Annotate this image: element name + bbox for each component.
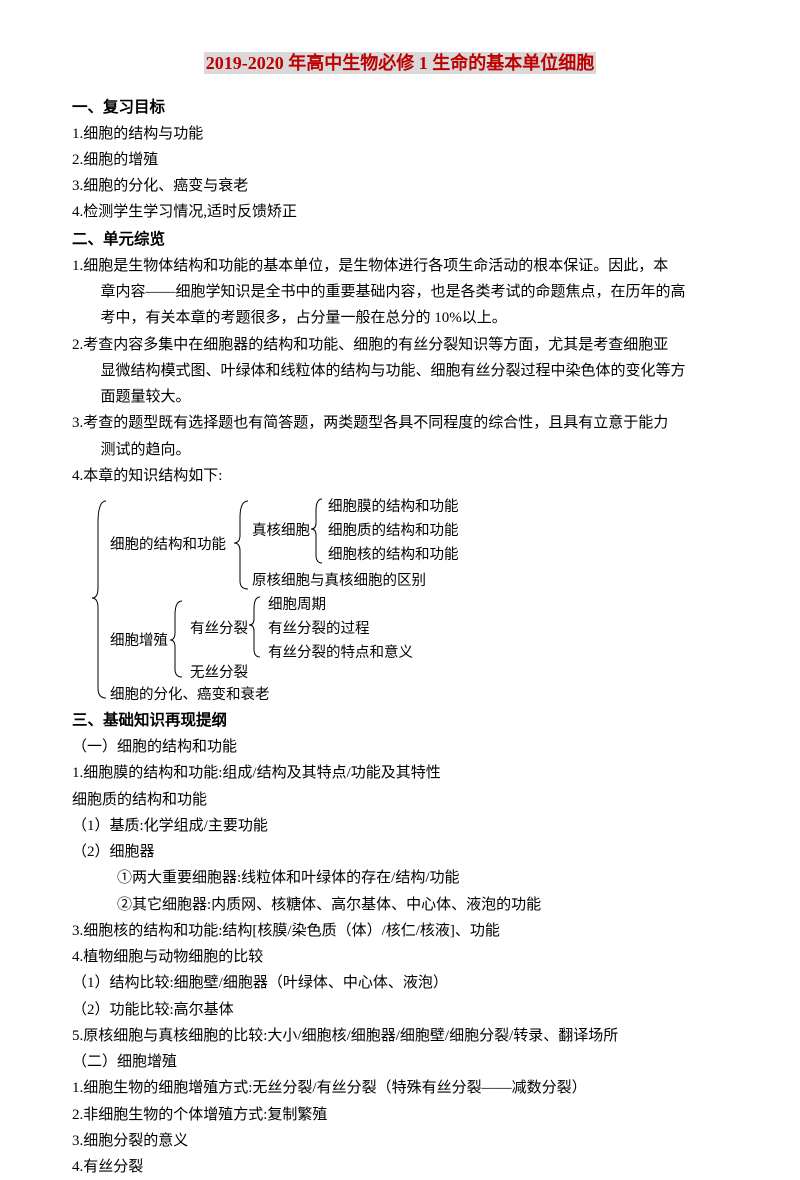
s2-p4: 4.本章的知识结构如下: bbox=[72, 463, 728, 489]
s3-m1: 1.细胞生物的细胞增殖方式:无丝分裂/有丝分裂（特殊有丝分裂——减数分裂） bbox=[72, 1075, 728, 1101]
s2-p1: 1.细胞是生物体结构和功能的基本单位，是生物体进行各项生命活动的根本保证。因此，… bbox=[72, 253, 728, 279]
tree-r2a: 有丝分裂 bbox=[190, 617, 248, 642]
s3-sub2: （二）细胞增殖 bbox=[72, 1049, 728, 1075]
s2-p2: 2.考查内容多集中在细胞器的结构和功能、细胞的有丝分裂知识等方面，尤其是考查细胞… bbox=[72, 332, 728, 358]
s3-l1: 1.细胞膜的结构和功能:组成/结构及其特点/功能及其特性 bbox=[72, 760, 728, 786]
s2-p1: 章内容——细胞学知识是全书中的重要基础内容，也是各类考试的命题焦点，在历年的高 bbox=[72, 279, 728, 305]
s3-l2b1: ①两大重要细胞器:线粒体和叶绿体的存在/结构/功能 bbox=[72, 865, 728, 891]
s3-m4: 4.有丝分裂 bbox=[72, 1154, 728, 1180]
tree-r2b: 无丝分裂 bbox=[190, 661, 248, 686]
s3-sub1: （一）细胞的结构和功能 bbox=[72, 734, 728, 760]
s3-l3: 3.细胞核的结构和功能:结构[核膜/染色质（体）/核仁/核液]、功能 bbox=[72, 918, 728, 944]
tree-r2a0: 细胞周期 bbox=[268, 593, 326, 618]
page-title: 2019-2020 年高中生物必修 1 生命的基本单位细胞 bbox=[72, 48, 728, 80]
s2-p3: 测试的趋向。 bbox=[72, 437, 728, 463]
tree-r1a: 真核细胞 bbox=[252, 519, 310, 544]
section-3-heading: 三、基础知识再现提纲 bbox=[72, 707, 728, 734]
s2-p1: 考中，有关本章的考题很多，占分量一般在总分的 10%以上。 bbox=[72, 305, 728, 331]
tree-root1: 细胞的结构和功能 bbox=[110, 533, 226, 558]
s3-l4a: （1）结构比较:细胞壁/细胞器（叶绿体、中心体、液泡） bbox=[72, 970, 728, 996]
section-1-heading: 一、复习目标 bbox=[72, 94, 728, 121]
s1-item: 3.细胞的分化、癌变与衰老 bbox=[72, 173, 728, 199]
s3-l2: 细胞质的结构和功能 bbox=[72, 787, 728, 813]
tree-root2: 细胞增殖 bbox=[110, 629, 168, 654]
tree-r2a2: 有丝分裂的特点和意义 bbox=[268, 641, 413, 666]
s1-item: 4.检测学生学习情况,适时反馈矫正 bbox=[72, 199, 728, 225]
tree-r1a1: 细胞膜的结构和功能 bbox=[328, 495, 459, 520]
tree-r1a2: 细胞质的结构和功能 bbox=[328, 519, 459, 544]
s1-item: 1.细胞的结构与功能 bbox=[72, 121, 728, 147]
section-2-heading: 二、单元综览 bbox=[72, 226, 728, 253]
s3-l2b: （2）细胞器 bbox=[72, 839, 728, 865]
s3-l4b: （2）功能比较:高尔基体 bbox=[72, 997, 728, 1023]
s2-p2: 显微结构模式图、叶绿体和线粒体的结构与功能、细胞有丝分裂过程中染色体的变化等方 bbox=[72, 358, 728, 384]
tree-r2a1: 有丝分裂的过程 bbox=[268, 617, 370, 642]
s3-l5: 5.原核细胞与真核细胞的比较:大小/细胞核/细胞器/细胞壁/细胞分裂/转录、翻译… bbox=[72, 1023, 728, 1049]
tree-r1b: 原核细胞与真核细胞的区别 bbox=[252, 569, 426, 594]
tree-r1a3: 细胞核的结构和功能 bbox=[328, 543, 459, 568]
s2-p3: 3.考查的题型既有选择题也有简答题，两类题型各具不同程度的综合性，且具有立意于能… bbox=[72, 410, 728, 436]
s2-p2: 面题量较大。 bbox=[72, 384, 728, 410]
title-text: 2019-2020 年高中生物必修 1 生命的基本单位细胞 bbox=[204, 52, 597, 74]
s3-l2b2: ②其它细胞器:内质网、核糖体、高尔基体、中心体、液泡的功能 bbox=[72, 892, 728, 918]
s3-l2a: （1）基质:化学组成/主要功能 bbox=[72, 813, 728, 839]
s3-m2: 2.非细胞生物的个体增殖方式:复制繁殖 bbox=[72, 1102, 728, 1128]
knowledge-tree: 细胞的结构和功能 真核细胞 细胞膜的结构和功能 细胞质的结构和功能 细胞核的结构… bbox=[90, 493, 728, 703]
s3-l4: 4.植物细胞与动物细胞的比较 bbox=[72, 944, 728, 970]
s1-item: 2.细胞的增殖 bbox=[72, 147, 728, 173]
tree-root3: 细胞的分化、癌变和衰老 bbox=[110, 683, 270, 708]
